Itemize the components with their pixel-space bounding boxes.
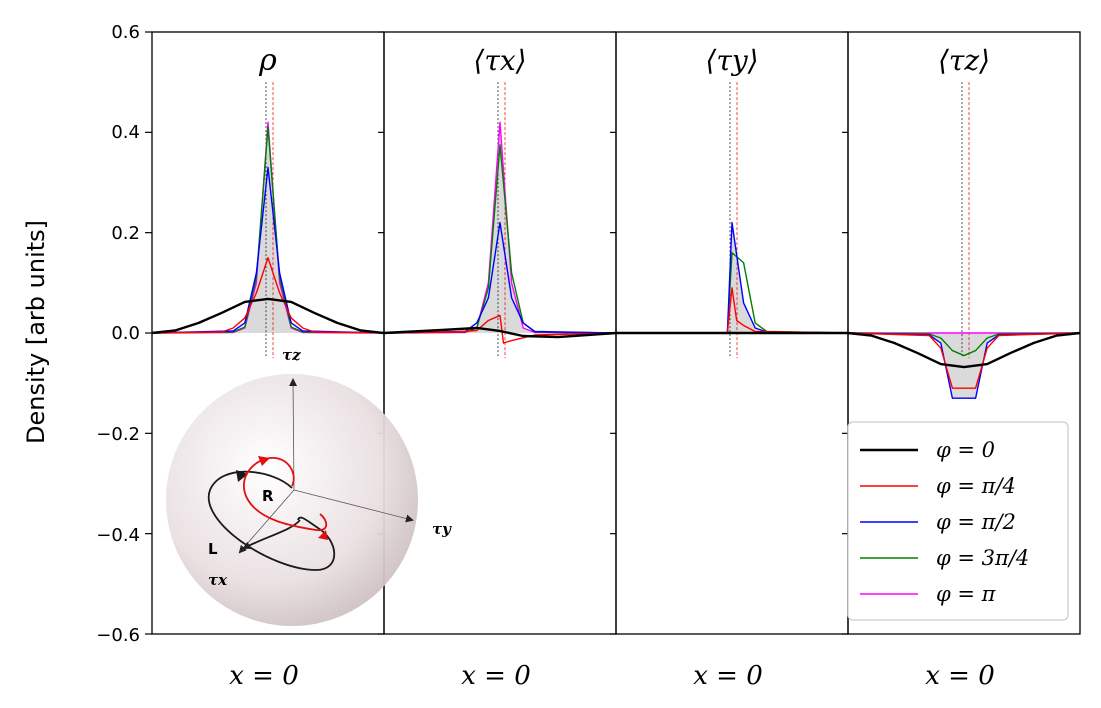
y-tick-label: −0.6: [96, 625, 140, 646]
x-axis-label: x = 0: [229, 661, 299, 691]
panel-series-group: [616, 82, 849, 359]
legend-label: φ = 3π/4: [936, 546, 1029, 570]
panel-rho: ρ x = 0: [151, 31, 385, 691]
legend-box: [847, 421, 1069, 621]
envelope-fill: [152, 122, 384, 333]
point-label-r: R: [262, 487, 274, 505]
legend-label: φ = π: [936, 582, 997, 606]
y-tick-label: 0.4: [111, 122, 140, 143]
panel-series-group: [151, 82, 385, 359]
panel-title: ⟨τx⟩: [473, 44, 526, 77]
trajectory-black: [207, 470, 336, 571]
panel-series-group: [847, 82, 1081, 399]
trajectory-red-marker: [318, 530, 328, 540]
legend-label: φ = 0: [936, 438, 995, 462]
tau-z-axis-arrow: [289, 378, 298, 491]
series-line: [151, 297, 385, 335]
axis-ticks: [145, 31, 848, 635]
y-tick-label: 0.2: [111, 223, 140, 244]
y-tick-label: 0.0: [111, 323, 140, 344]
series-line: [151, 166, 385, 334]
y-tick-label: −0.2: [96, 424, 140, 445]
envelope-fill: [616, 222, 848, 333]
panel-title: ⟨τz⟩: [938, 44, 990, 77]
bloch-sphere: [166, 374, 418, 626]
series-line: [847, 332, 1081, 389]
panel-series-group: [383, 82, 617, 359]
envelope-fill: [848, 333, 1080, 399]
tau-z-axis-label: τz: [282, 346, 301, 364]
panel-tau-y: ⟨τy⟩ x = 0: [615, 31, 849, 691]
tau-x-axis-label: τx: [208, 571, 228, 589]
trajectory-black-tail: [242, 519, 301, 549]
legend: φ = 0 φ = π/4 φ = π/2 φ = 3π/4 φ = π: [847, 421, 1069, 621]
panel-title: ρ: [258, 43, 277, 78]
trajectory-red-marker: [258, 456, 270, 466]
bloch-sphere-inset: τz τy τx R L: [166, 346, 452, 626]
y-axis-label: Density [arb units]: [22, 220, 50, 444]
y-tick-label: −0.4: [96, 525, 140, 546]
series-line: [847, 331, 1081, 369]
panel-tau-x: ⟨τx⟩ x = 0: [383, 31, 617, 691]
legend-label: φ = π/2: [936, 510, 1016, 534]
series-line: [383, 326, 617, 339]
tau-y-axis-arrow: [293, 489, 414, 523]
trajectory-black-marker: [236, 470, 248, 482]
tau-y-axis-label: τy: [432, 520, 452, 538]
x-axis-label: x = 0: [693, 661, 763, 691]
series-line: [847, 332, 1081, 357]
x-axis-label: x = 0: [925, 661, 995, 691]
trajectory-red: [242, 457, 328, 532]
series-line: [847, 332, 1081, 399]
envelope-fill: [384, 122, 616, 333]
series-line: [151, 257, 385, 334]
point-label-l: L: [208, 540, 218, 558]
panel-title: ⟨τy⟩: [705, 44, 758, 77]
x-axis-label: x = 0: [461, 661, 531, 691]
y-tick-labels: −0.6 −0.4 −0.2 0.0 0.2 0.4 0.6: [96, 22, 140, 646]
legend-label: φ = π/4: [936, 474, 1016, 498]
y-tick-label: 0.6: [111, 22, 140, 43]
tau-x-axis-arrow: [238, 489, 295, 554]
series-line: [151, 126, 385, 334]
